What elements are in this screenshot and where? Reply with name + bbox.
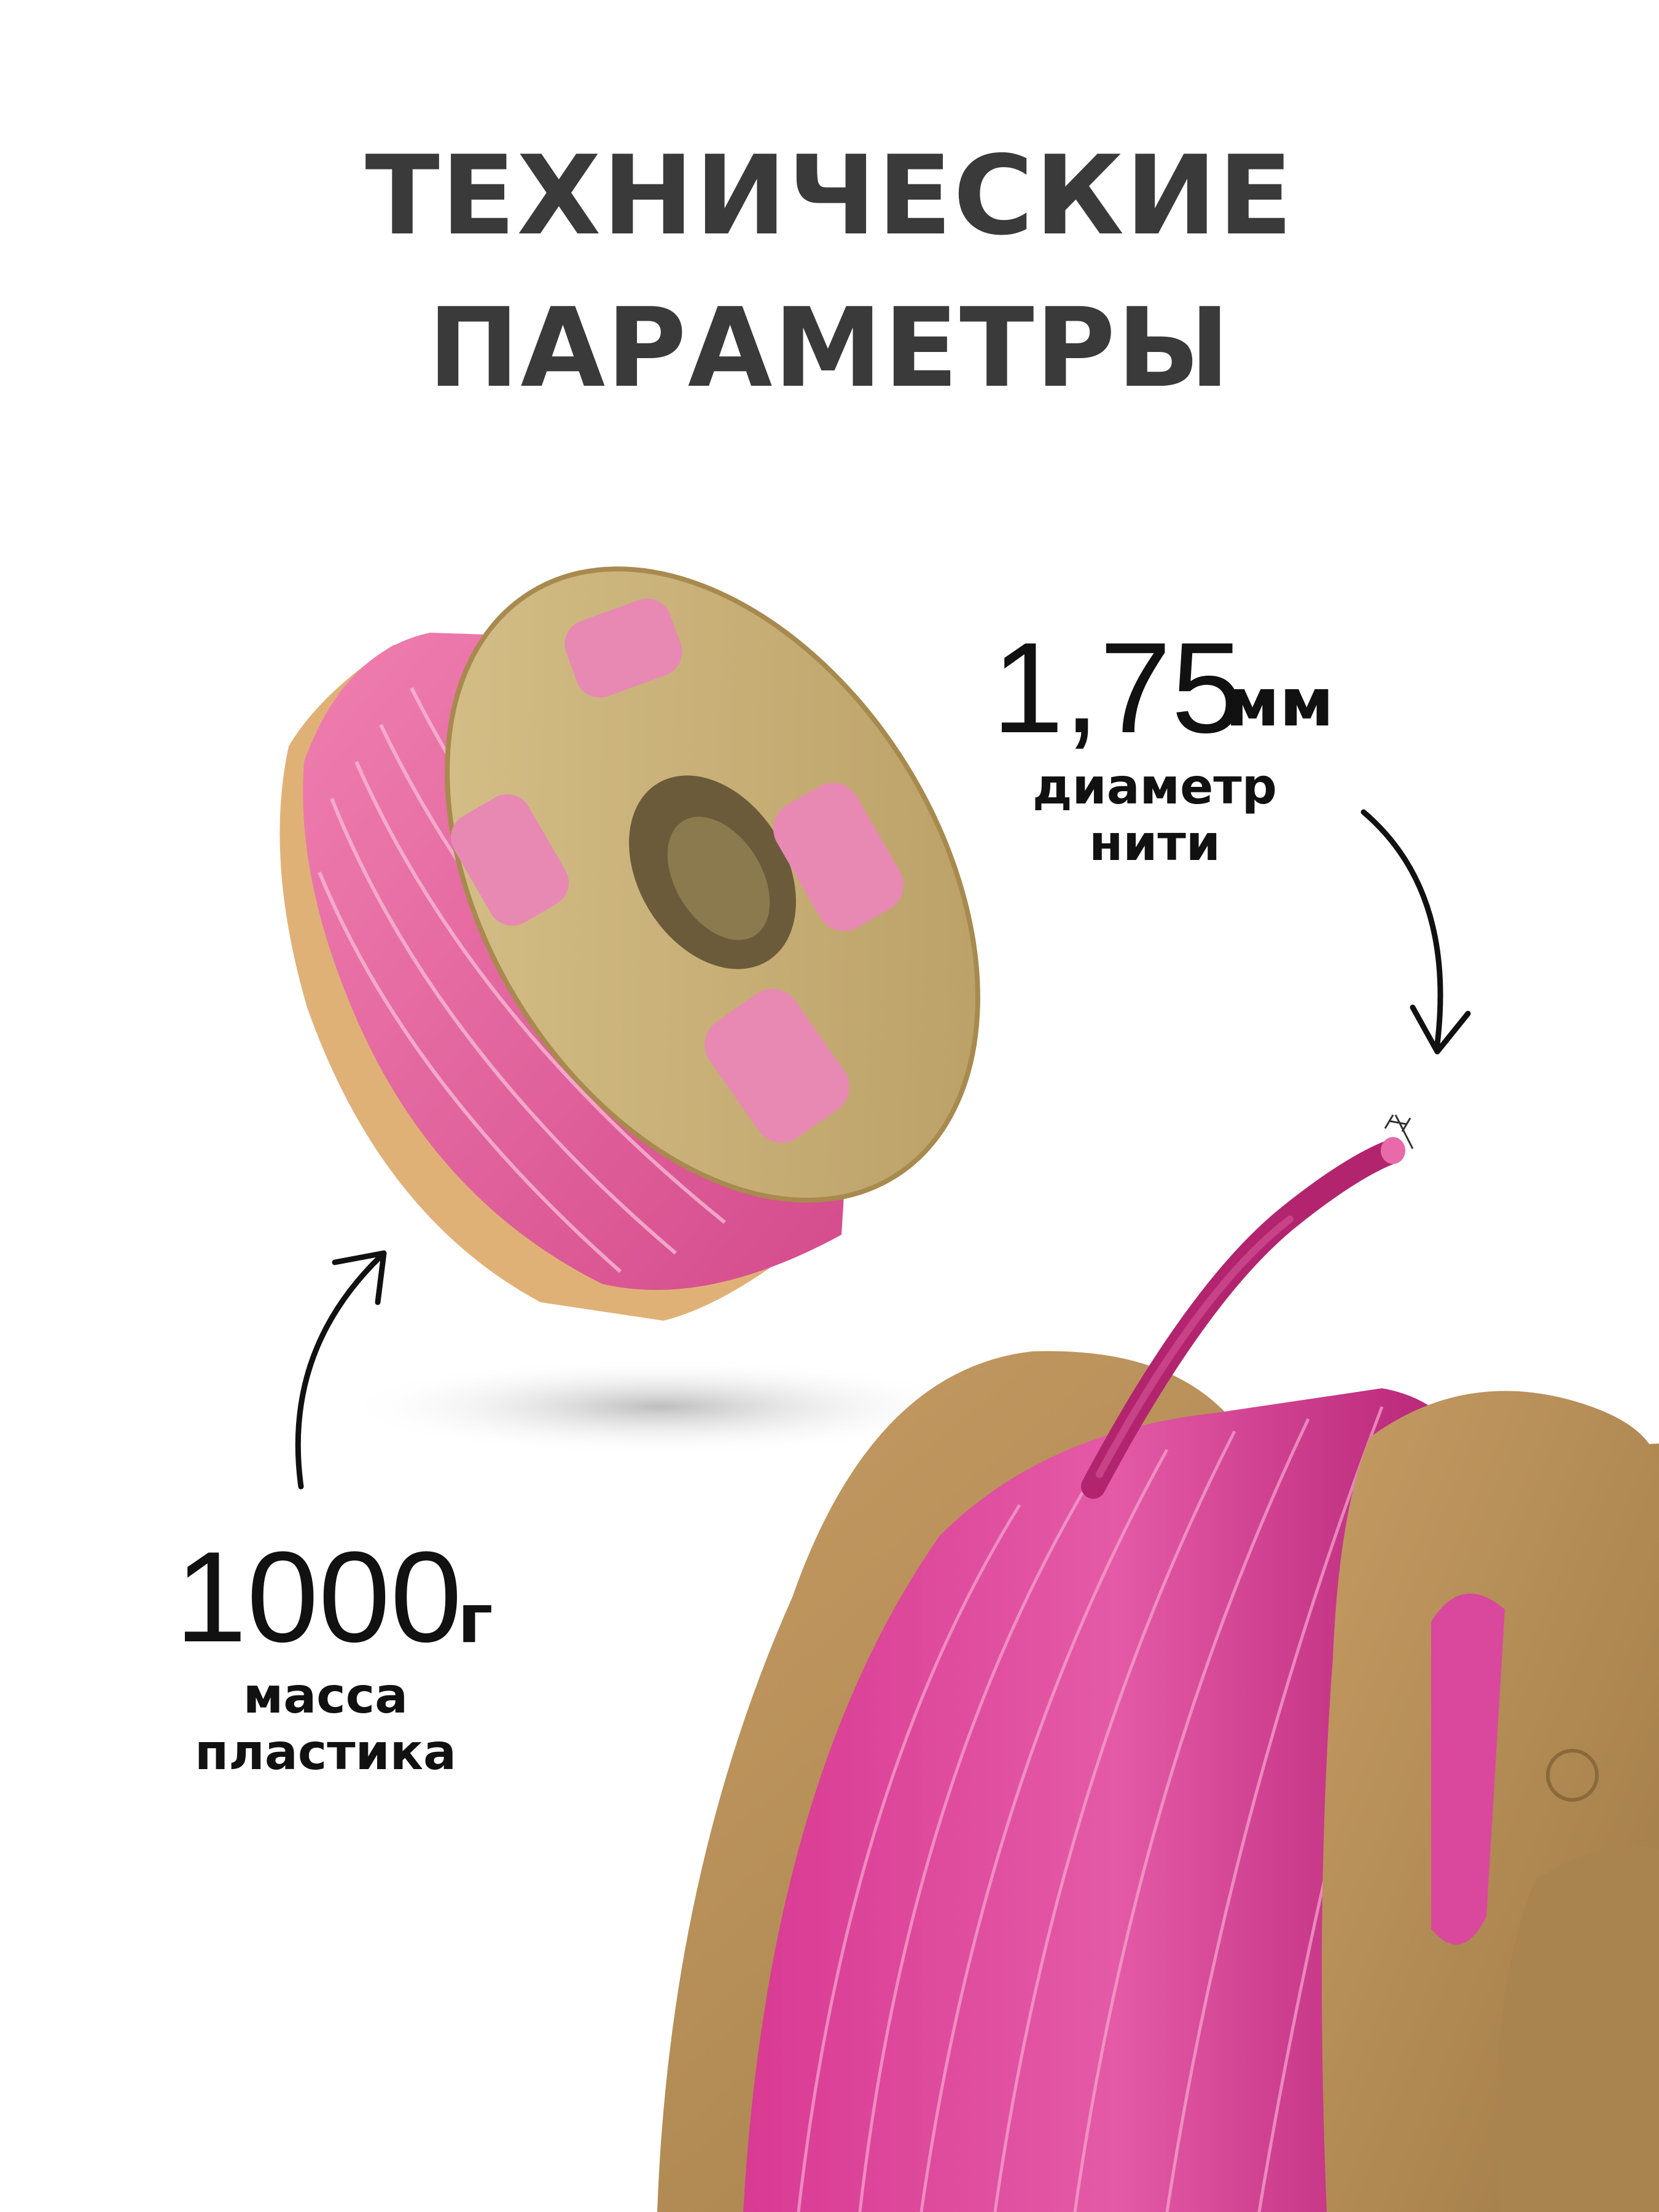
mass-value: 1000 bbox=[175, 1525, 463, 1669]
curved-arrow-up-icon bbox=[295, 1250, 387, 1490]
title-line-1: ТЕХНИЧЕСКИЕ bbox=[365, 132, 1294, 259]
diameter-label: диаметр нити bbox=[1007, 759, 1302, 872]
mass-unit: г bbox=[458, 1579, 493, 1658]
diameter-marker-icon bbox=[1384, 1114, 1414, 1149]
diameter-value: 1,75 bbox=[992, 616, 1243, 760]
large-spool-image bbox=[657, 1137, 1659, 2212]
spool-shadow bbox=[341, 1358, 980, 1456]
page-title: ТЕХНИЧЕСКИЕ ПАРАМЕТРЫ bbox=[0, 120, 1659, 424]
mass-label: масса пластика bbox=[163, 1668, 488, 1781]
mass-label-line-1: масса bbox=[243, 1667, 408, 1724]
diameter-unit: мм bbox=[1225, 665, 1334, 741]
mass-label-line-2: пластика bbox=[195, 1724, 456, 1781]
curved-arrow-down-icon bbox=[1360, 809, 1471, 1055]
diameter-label-line-2: нити bbox=[1089, 815, 1220, 872]
small-spool-image bbox=[279, 566, 980, 1321]
title-line-2: ПАРАМЕТРЫ bbox=[427, 284, 1232, 412]
diameter-label-line-1: диаметр bbox=[1032, 758, 1277, 815]
